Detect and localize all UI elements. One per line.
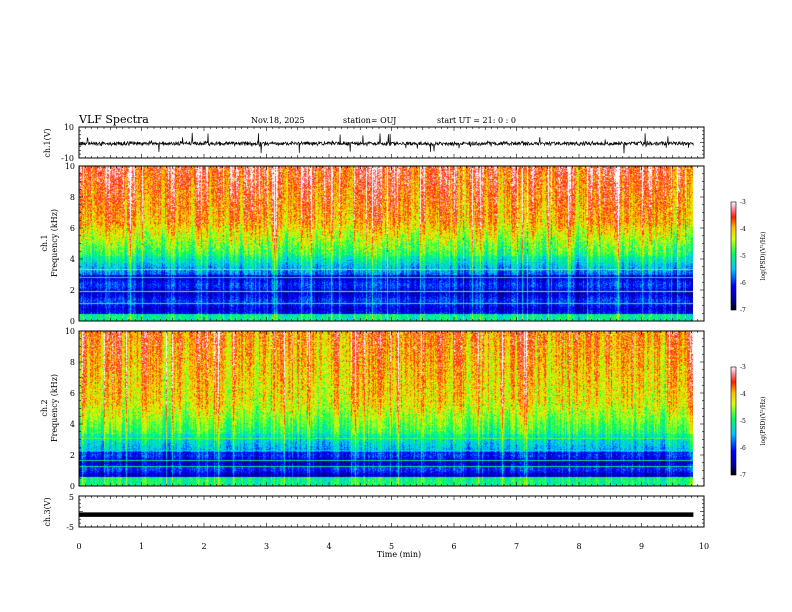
figure-title: VLF Spectra <box>78 113 149 126</box>
ch1-spectrogram-ticks <box>78 165 705 322</box>
ch3-ytick-bottom: -5 <box>66 523 74 532</box>
time-tick-4: 4 <box>326 542 331 551</box>
ch2-colorbar-gradient <box>730 366 737 476</box>
time-axis-label: Time (min) <box>377 550 421 559</box>
ch2-freq-tick-6: 6 <box>70 389 75 398</box>
ch2-cb-tick-m5: -5 <box>740 418 746 425</box>
ch2-spectrogram-raster <box>79 331 693 486</box>
ch1-spectrogram-channel-label: ch.1 <box>40 234 49 251</box>
ch1-waveform-ticks <box>78 126 705 159</box>
ch2-freq-tick-4: 4 <box>70 420 75 429</box>
time-axis-tick-labels: 0 1 2 3 4 5 6 7 8 9 10 <box>76 542 709 551</box>
ch2-colorbar-label: log(PSD)(V²/Hz) <box>760 397 767 446</box>
ch1-waveform-panel: 10 -10 ch.1(V) <box>43 123 705 163</box>
ch1-waveform-trace <box>79 132 694 154</box>
time-tick-7: 7 <box>514 542 519 551</box>
ch2-freq-tick-8: 8 <box>70 358 75 367</box>
ch1-colorbar-gradient <box>730 201 737 311</box>
ch2-freq-tick-2: 2 <box>70 451 75 460</box>
ch1-spectrogram-ylabel: Frequency (kHz) <box>50 209 59 277</box>
ch2-spectrogram-ticks <box>78 330 705 487</box>
ch1-freq-tick-4: 4 <box>70 255 75 264</box>
start-time-label: start UT = 21: 0 : 0 <box>437 116 516 125</box>
station-label: station= OUJ <box>343 116 396 125</box>
ch2-spectrogram-image <box>79 331 693 486</box>
ch2-spectrogram-ylabel: Frequency (kHz) <box>50 374 59 442</box>
ch2-colorbar: -3 -4 -5 -6 -7 log(PSD)(V²/Hz) <box>730 364 767 479</box>
ch1-freq-tick-8: 8 <box>70 193 75 202</box>
ch3-ytick-top: 5 <box>69 493 74 502</box>
ch2-spectrogram-panel: 0 2 4 6 8 10 ch.2 Frequency (kHz) -3 -4 … <box>40 327 767 491</box>
ch1-cb-tick-m6: -6 <box>740 280 746 287</box>
ch1-cb-tick-m5: -5 <box>740 253 746 260</box>
time-tick-2: 2 <box>201 542 206 551</box>
ch1-cb-tick-m3: -3 <box>740 199 746 206</box>
ch1-freq-tick-6: 6 <box>70 224 75 233</box>
ch2-colorbar-ticks: -3 -4 -5 -6 -7 <box>740 364 746 479</box>
time-tick-5: 5 <box>389 542 394 551</box>
ch1-cb-tick-m4: -4 <box>740 226 746 233</box>
ch1-freq-tick-0: 0 <box>70 317 75 326</box>
time-tick-0: 0 <box>76 542 81 551</box>
ch1-spectrogram-raster <box>79 166 693 321</box>
time-tick-10: 10 <box>699 542 709 551</box>
time-tick-3: 3 <box>264 542 269 551</box>
ch1-freq-tick-2: 2 <box>70 286 75 295</box>
ch1-spectrogram-image <box>79 166 693 321</box>
ch2-cb-tick-m7: -7 <box>740 472 746 479</box>
time-tick-1: 1 <box>139 542 144 551</box>
time-tick-8: 8 <box>576 542 581 551</box>
ch2-spectrogram-ytick-labels: 0 2 4 6 8 10 <box>65 327 75 491</box>
ch3-waveform-ticks <box>78 495 705 528</box>
ch1-colorbar: -3 -4 -5 -6 -7 log(PSD)(V²/Hz) <box>730 199 767 314</box>
ch1-ytick-top: 10 <box>64 123 74 132</box>
ch1-spectrogram-ytick-labels: 0 2 4 6 8 10 <box>65 162 75 326</box>
ch3-waveform-panel: 5 -5 ch.3(V) 0 1 2 3 4 5 6 7 8 9 10 Time… <box>43 493 709 559</box>
ch1-colorbar-ticks: -3 -4 -5 -6 -7 <box>740 199 746 314</box>
ch1-freq-tick-10: 10 <box>65 162 75 171</box>
ch3-waveform-frame <box>78 495 705 528</box>
ch1-waveform-ylabel: ch.1(V) <box>43 128 52 157</box>
ch2-spectrogram-channel-label: ch.2 <box>40 399 49 416</box>
time-tick-9: 9 <box>639 542 644 551</box>
ch2-cb-tick-m3: -3 <box>740 364 746 371</box>
ch2-freq-tick-0: 0 <box>70 482 75 491</box>
ch1-ytick-bottom: -10 <box>61 154 74 163</box>
ch3-waveform-ylabel: ch.3(V) <box>43 497 52 526</box>
ch1-cb-tick-m7: -7 <box>740 307 746 314</box>
time-tick-6: 6 <box>451 542 456 551</box>
date-label: Nov.18, 2025 <box>251 116 305 125</box>
ch2-cb-tick-m4: -4 <box>740 391 746 398</box>
ch2-cb-tick-m6: -6 <box>740 445 746 452</box>
ch1-waveform-line <box>79 132 694 154</box>
ch2-freq-tick-10: 10 <box>65 327 75 336</box>
ch1-colorbar-label: log(PSD)(V²/Hz) <box>760 232 767 281</box>
ch1-spectrogram-panel: 0 2 4 6 8 10 ch.1 Frequency (kHz) -3 -4 … <box>40 162 767 326</box>
